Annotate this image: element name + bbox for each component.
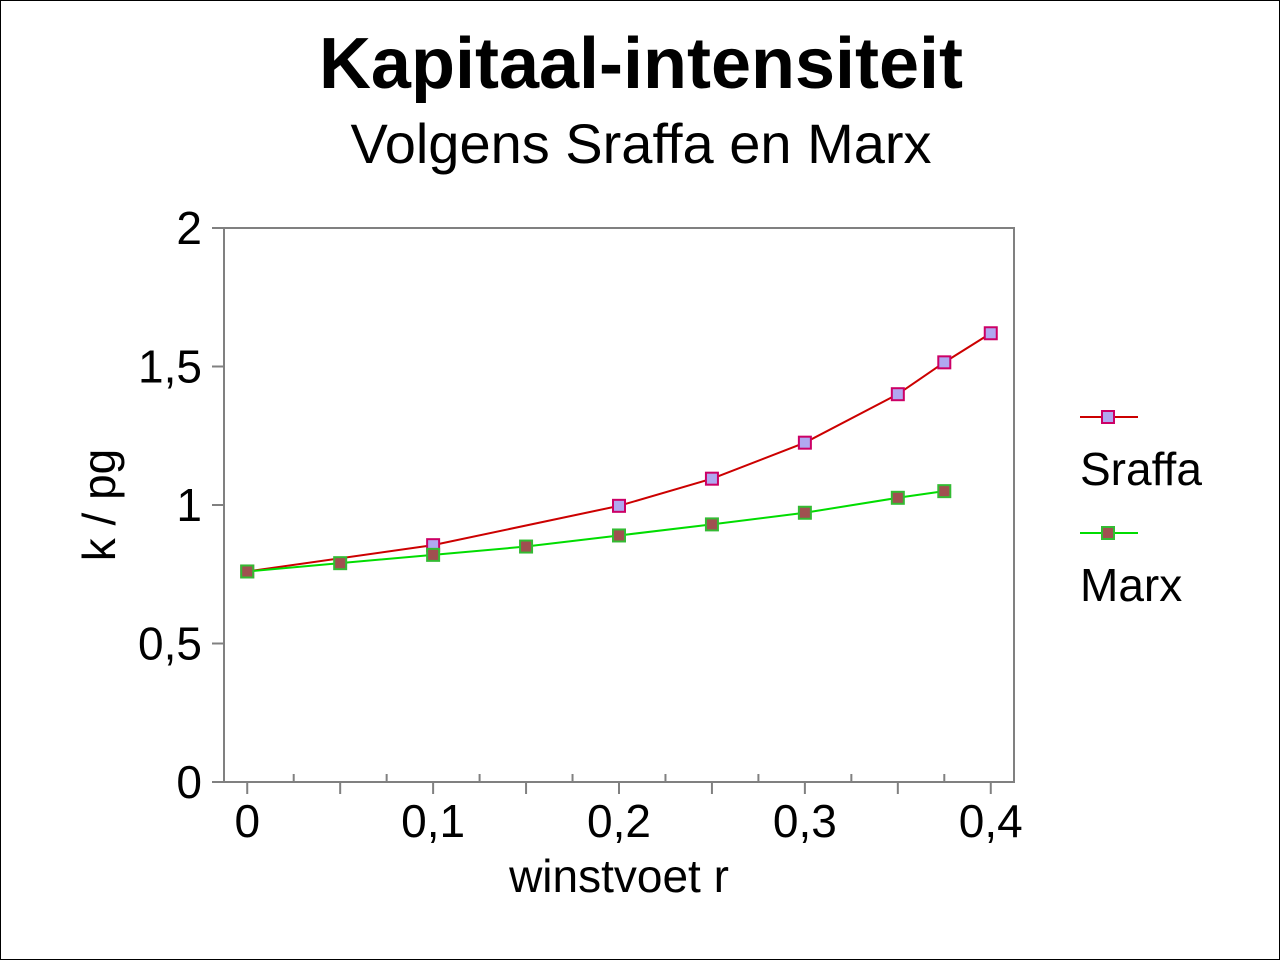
x-tick-label: 0,2	[587, 795, 651, 847]
chart-subtitle: Volgens Sraffa en Marx	[350, 112, 932, 175]
y-tick-label: 1	[176, 479, 202, 531]
legend-label-sraffa: Sraffa	[1080, 443, 1202, 495]
y-tick-label: 2	[176, 202, 202, 254]
series-layer	[240, 326, 998, 579]
legend: Sraffa Marx	[1080, 410, 1202, 611]
data-point-marx	[333, 556, 348, 571]
legend-marker-sraffa	[1101, 410, 1115, 424]
data-point-sraffa	[890, 387, 905, 402]
data-point-marx	[519, 539, 534, 554]
y-tick-label: 0,5	[138, 618, 202, 670]
data-point-sraffa	[612, 498, 626, 513]
series-marx	[240, 484, 952, 579]
y-tick-label: 0	[176, 756, 202, 808]
chart-title: Kapitaal-intensiteit	[318, 24, 964, 104]
y-axis: 0 0,5 1 1,5 2	[138, 202, 224, 808]
x-axis-label: winstvoet r	[508, 850, 729, 902]
x-tick-label: 0,1	[401, 795, 465, 847]
data-point-marx	[797, 505, 812, 520]
data-point-sraffa	[797, 435, 812, 450]
legend-label-marx: Marx	[1080, 559, 1182, 611]
data-point-marx	[890, 490, 905, 505]
data-point-marx	[704, 517, 719, 532]
x-tick-label: 0,4	[959, 795, 1023, 847]
data-point-marx	[240, 564, 255, 579]
data-point-marx	[612, 528, 626, 543]
x-tick-label: 0	[234, 795, 260, 847]
x-axis: 0 0,1 0,2 0,3 0,4	[234, 774, 1023, 847]
data-point-sraffa	[704, 471, 719, 486]
data-point-marx	[937, 484, 952, 499]
data-point-sraffa	[937, 355, 952, 370]
x-tick-label: 0,3	[773, 795, 837, 847]
data-point-sraffa	[983, 326, 998, 341]
y-tick-label: 1,5	[138, 341, 202, 393]
y-axis-label: k / pg	[73, 449, 125, 562]
series-line-sraffa	[247, 332, 992, 573]
legend-marker-marx	[1101, 526, 1115, 540]
data-point-marx	[426, 547, 441, 562]
